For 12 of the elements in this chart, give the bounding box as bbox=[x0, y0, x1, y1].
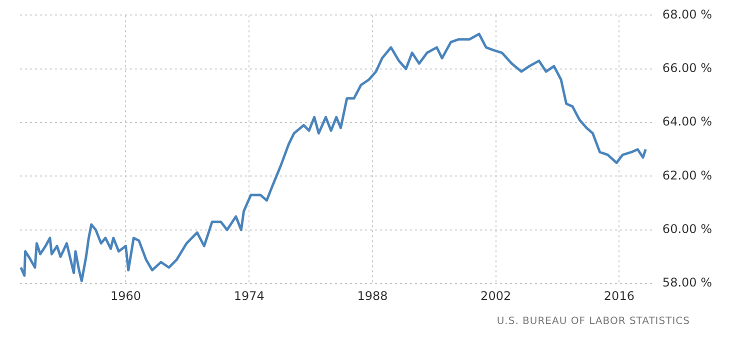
x-tick-label: 1974 bbox=[234, 288, 264, 303]
x-tick-label: 1960 bbox=[110, 288, 142, 303]
text: U.S. BUREAU OF LABOR STATISTICS bbox=[496, 316, 690, 327]
x-tick-label: 2002 bbox=[480, 288, 512, 303]
y-tick-label: 66.00 % bbox=[662, 61, 712, 76]
x-tick-label: 1988 bbox=[357, 288, 388, 303]
y-tick-label: 64.00 % bbox=[662, 114, 712, 129]
y-tick-label: 62.00 % bbox=[662, 168, 712, 182]
y-tick-label: 60.00 % bbox=[662, 222, 712, 236]
x-tick-label: 2016 bbox=[604, 288, 634, 303]
y-tick-label: 68.00 % bbox=[662, 7, 712, 22]
y-tick-label: 58.00 % bbox=[662, 276, 712, 290]
